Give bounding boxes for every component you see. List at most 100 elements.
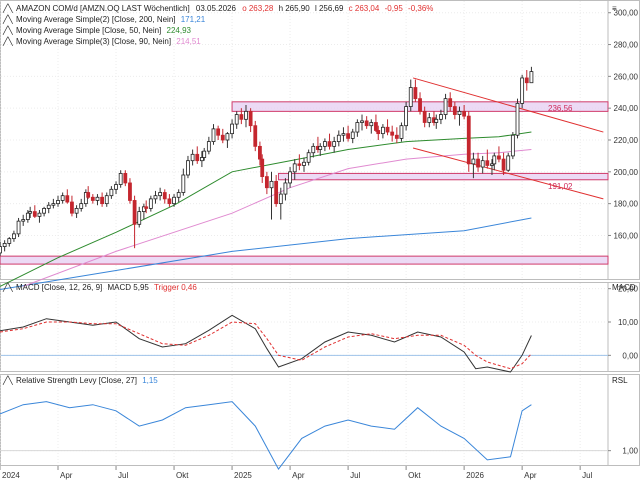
candle: [462, 105, 467, 120]
candle: [404, 101, 409, 131]
candle-body: [79, 203, 84, 209]
candle-body: [529, 71, 534, 84]
candle: [360, 114, 364, 131]
x-tick-label: Apr: [60, 471, 73, 480]
candle-body: [327, 141, 332, 147]
candle: [350, 128, 355, 144]
candle: [515, 98, 520, 139]
candle-body: [439, 114, 443, 120]
legend-ma90-label: Moving Average Simple(3) [Close, 90, Nei…: [16, 37, 171, 46]
candle: [434, 114, 439, 129]
candle: [95, 194, 100, 206]
candle: [234, 111, 239, 129]
candle: [422, 106, 427, 128]
candle-body: [46, 204, 51, 209]
candle: [327, 133, 332, 150]
candle-body: [297, 163, 302, 166]
candle: [432, 111, 436, 126]
candle: [16, 217, 21, 238]
legend-macd: MACD [Close, 12, 26, 9] MACD 5,95 Trigge…: [16, 283, 197, 292]
x-tick-label: Okt: [408, 471, 421, 480]
legend-ma50: Moving Average Simple [Close, 50, Nein] …: [16, 26, 192, 35]
candle: [195, 146, 200, 164]
header-open: o 263,28: [242, 4, 274, 13]
candle: [376, 125, 381, 140]
candle-body: [0, 246, 2, 254]
candle-body: [230, 123, 234, 135]
candle: [153, 190, 158, 204]
candle: [118, 170, 123, 188]
legend-ma50-label: Moving Average Simple [Close, 50, Nein]: [16, 26, 161, 35]
legend-macd-value: MACD 5,95: [108, 283, 150, 292]
price-y-tick-label: 160,00: [614, 231, 639, 240]
candle-body: [418, 98, 422, 112]
rsl-panel-frame: [0, 374, 640, 466]
macd-y-tick-label: 0,00: [622, 351, 638, 360]
candle-body: [95, 196, 100, 201]
candle-body: [74, 208, 79, 214]
candle: [167, 194, 172, 207]
candle: [288, 167, 292, 188]
candle-body: [476, 158, 480, 168]
candle: [346, 125, 350, 142]
candle: [394, 127, 399, 144]
x-tick-label: 2026: [466, 471, 484, 480]
candle-body: [21, 219, 26, 222]
legend-icon-ma200: ╱╲: [2, 14, 14, 24]
legend-icon-macd: ╱╲: [2, 282, 14, 292]
x-tick-label: 2024: [2, 471, 20, 480]
price-y-tick-label: 280,00: [614, 41, 639, 50]
candle-body: [408, 87, 413, 107]
candle: [369, 119, 374, 134]
candle: [74, 205, 79, 218]
candle-body: [278, 193, 283, 205]
candle: [141, 203, 146, 220]
candle-body: [141, 206, 146, 212]
candle: [322, 138, 327, 152]
candle: [12, 230, 16, 242]
x-tick-label: Okt: [176, 471, 189, 480]
candle-body: [399, 125, 404, 139]
candle: [418, 92, 422, 115]
candle-body: [42, 208, 46, 214]
candle: [302, 157, 306, 172]
candle-body: [457, 110, 462, 115]
candle-body: [234, 114, 239, 125]
candle: [65, 189, 70, 204]
candle-body: [404, 106, 409, 127]
candle-body: [374, 122, 378, 131]
candle: [123, 170, 128, 187]
candle-body: [318, 145, 323, 150]
candle-body: [181, 174, 186, 193]
candle: [492, 152, 497, 171]
candle: [258, 141, 262, 166]
macd-panel-title: MACD: [612, 283, 636, 292]
candle-body: [350, 131, 355, 139]
candle: [158, 187, 163, 201]
candle: [452, 101, 457, 120]
x-tick-label: Jul: [350, 471, 360, 480]
rsl-legend: ╱╲ Relative Strength Levy [Close, 27] 1,…: [2, 375, 628, 385]
candle-body: [306, 152, 311, 163]
x-tick-label: Apr: [524, 471, 537, 480]
candle: [7, 237, 12, 247]
candle: [32, 205, 37, 218]
candle: [510, 132, 515, 160]
candle: [51, 198, 56, 209]
x-tick-label: Apr: [292, 471, 305, 480]
menu-icon[interactable]: ≡: [612, 4, 617, 13]
candle: [79, 198, 84, 212]
candle-body: [16, 220, 21, 235]
candle: [148, 195, 153, 212]
candle: [364, 116, 369, 129]
candle-body: [264, 176, 269, 189]
annotation-lower: 191,02: [548, 182, 573, 191]
candle-body: [490, 163, 494, 166]
candle: [316, 136, 320, 153]
candle: [220, 128, 225, 144]
candle: [506, 152, 511, 172]
candle-body: [355, 122, 360, 133]
candle: [114, 181, 118, 195]
